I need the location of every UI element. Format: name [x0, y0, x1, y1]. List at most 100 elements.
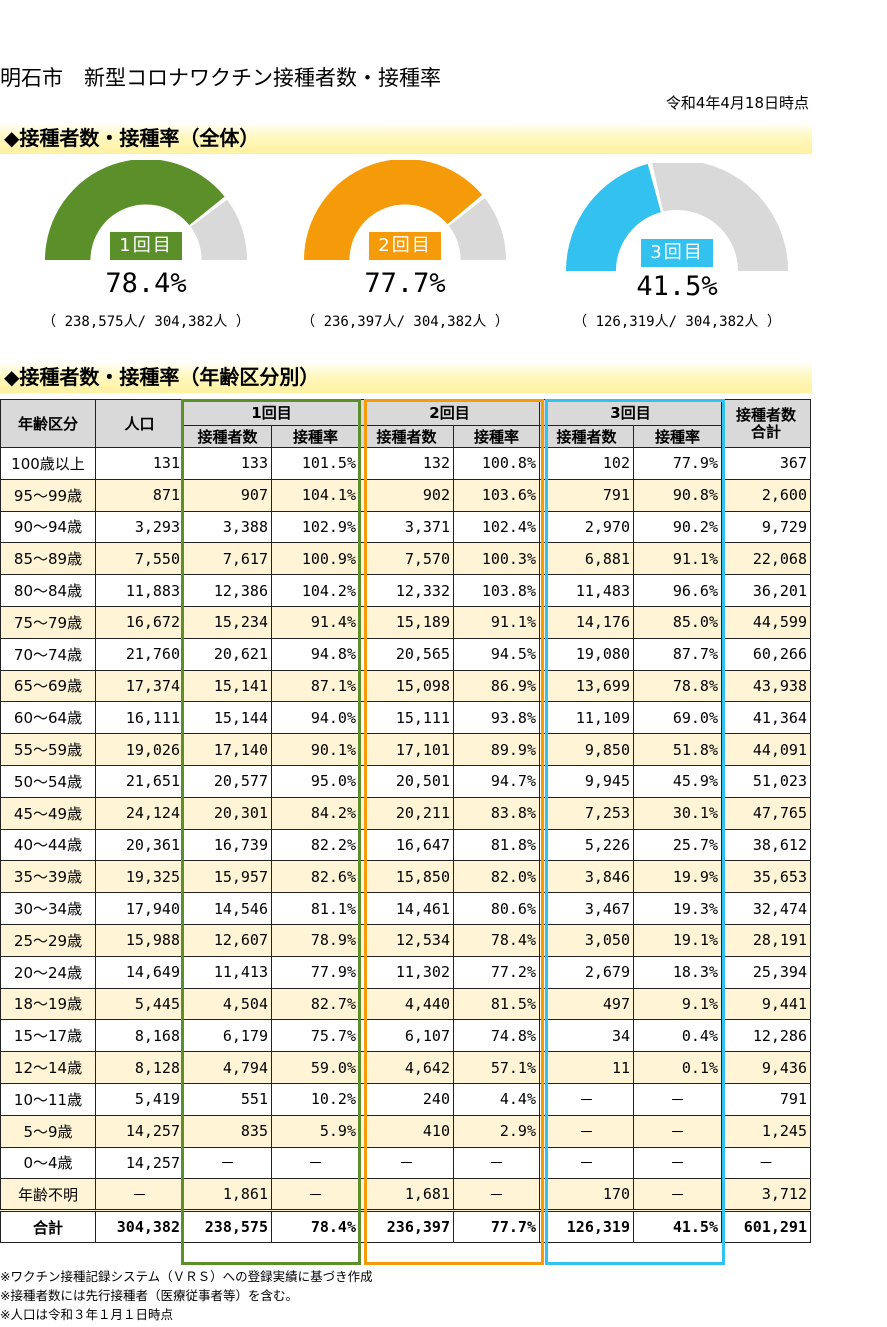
table-cell: 55～59歳	[0, 733, 96, 766]
table-cell: 170	[539, 1178, 634, 1212]
table-cell: 20,361	[95, 828, 184, 862]
gauge-dose1-count: （ 238,575人/ 304,382人 ）	[42, 314, 250, 330]
table-cell: 304,382	[95, 1209, 184, 1243]
table-cell: 94.5%	[453, 637, 540, 671]
as-of-date: 令和4年4月18日時点	[665, 94, 809, 112]
header-dose3-rate: 接種率	[633, 425, 722, 448]
table-cell: 12,386	[183, 574, 272, 607]
table-cell: 17,101	[359, 733, 454, 766]
table-cell: 78.8%	[633, 669, 722, 703]
table-cell: 合計	[0, 1209, 96, 1243]
table-cell: 12,332	[359, 574, 454, 607]
table-cell: －	[633, 1082, 722, 1116]
table-cell: 3,467	[539, 892, 634, 925]
table-cell: 14,461	[359, 892, 454, 925]
table-cell: 7,253	[539, 796, 634, 830]
gauge-remaining-segment	[448, 198, 506, 260]
table-cell: －	[633, 1146, 722, 1180]
table-cell: 6,107	[359, 1019, 454, 1053]
header-dose2: 2回目	[359, 399, 540, 426]
table-cell: 16,647	[359, 828, 454, 862]
table-row: 100歳以上 131 133 101.5% 132 100.8% 102 77.9% 367	[0, 447, 811, 480]
table-cell: 907	[183, 478, 272, 512]
table-cell: 15,957	[183, 860, 272, 894]
table-cell: 17,374	[95, 669, 184, 703]
table-cell: 19,026	[95, 733, 184, 766]
table-row: 50～54歳 21,651 20,577 95.0% 20,501 94.7% 9,945 4…	[0, 764, 811, 798]
table-cell: 85～89歳	[0, 542, 96, 576]
header-population: 人口	[95, 399, 184, 448]
table-cell: 601,291	[721, 1209, 811, 1243]
table-cell: 6,881	[539, 542, 634, 576]
table-cell: 43,938	[721, 669, 811, 703]
table-cell: 1,681	[359, 1178, 454, 1212]
table-cell: 497	[539, 987, 634, 1021]
table-cell: 14,257	[95, 1114, 184, 1148]
table-cell: 20,565	[359, 637, 454, 671]
table-cell: 7,570	[359, 542, 454, 576]
table-cell: 35,653	[721, 860, 811, 894]
table-row: 90～94歳 3,293 3,388 102.9% 3,371 102.4% 2,970 90…	[0, 510, 811, 544]
table-cell: 5,445	[95, 987, 184, 1021]
table-cell: 20,501	[359, 764, 454, 798]
table-cell: 30.1%	[633, 796, 722, 830]
page-title: 明石市 新型コロナワクチン接種者数・接種率	[0, 66, 441, 90]
table-cell: 14,257	[95, 1146, 184, 1180]
table-cell: 34	[539, 1019, 634, 1053]
table-cell: 19,325	[95, 860, 184, 894]
table-cell: 83.8%	[453, 796, 540, 830]
table-cell: 11,883	[95, 574, 184, 607]
table-row: 80～84歳 11,883 12,386 104.2% 12,332 103.8% 11,4…	[0, 574, 811, 607]
table-cell: 126,319	[539, 1209, 634, 1243]
table-cell: 94.0%	[271, 701, 360, 735]
table-cell: 96.6%	[633, 574, 722, 607]
table-row: 30～34歳 17,940 14,546 81.1% 14,461 80.6% 3,467 1…	[0, 892, 811, 925]
table-row: 10～11歳 5,419 551 10.2% 240 4.4% －－ 791	[0, 1082, 811, 1116]
gauge-dose3: 3回目 41.5% （ 126,319人/ 304,382人 ）	[566, 163, 788, 333]
table-cell: 100.3%	[453, 542, 540, 576]
table-cell: 65～69歳	[0, 669, 96, 703]
table-cell: 82.0%	[453, 860, 540, 894]
table-cell: －	[95, 1178, 184, 1212]
table-cell: 38,612	[721, 828, 811, 862]
table-cell: 44,091	[721, 733, 811, 766]
table-cell: 40～44歳	[0, 828, 96, 862]
table-cell: 14,546	[183, 892, 272, 925]
table-cell: 95～99歳	[0, 478, 96, 512]
table-cell: 60～64歳	[0, 701, 96, 735]
table-row: 40～44歳 20,361 16,739 82.2% 16,647 81.8% 5,226 2…	[0, 828, 811, 862]
table-cell: 19.1%	[633, 923, 722, 957]
gauge-dose3-count: （ 126,319人/ 304,382人 ）	[573, 314, 781, 330]
table-cell: 16,111	[95, 701, 184, 735]
table-cell: 6,179	[183, 1019, 272, 1053]
footnote: ※人口は令和３年１月１日時点	[0, 1307, 173, 1322]
table-cell: 15,111	[359, 701, 454, 735]
table-cell: 9,850	[539, 733, 634, 766]
table-cell: 104.2%	[271, 574, 360, 607]
table-row: 20～24歳 14,649 11,413 77.9% 11,302 77.2% 2,679 1…	[0, 955, 811, 989]
table-cell: 78.4%	[271, 1209, 360, 1243]
gauge-remaining-segment	[652, 163, 788, 271]
table-cell: 4,440	[359, 987, 454, 1021]
table-cell: 91.1%	[453, 605, 540, 639]
table-cell: 90.1%	[271, 733, 360, 766]
table-cell: 20～24歳	[0, 955, 96, 989]
table-cell: 3,050	[539, 923, 634, 957]
table-cell: －	[359, 1146, 454, 1180]
table-cell: 9,441	[721, 987, 811, 1021]
table-cell: 236,397	[359, 1209, 454, 1243]
table-cell: 2,600	[721, 478, 811, 512]
table-cell: 81.5%	[453, 987, 540, 1021]
gauge-dose1-rate: 78.4%	[105, 268, 187, 299]
table-cell: 77.9%	[271, 955, 360, 989]
table-cell: 77.7%	[453, 1209, 540, 1243]
table-row: 65～69歳 17,374 15,141 87.1% 15,098 86.9% 13,699…	[0, 669, 811, 703]
table-cell: 410	[359, 1114, 454, 1148]
gauge-dose1-arc	[45, 160, 247, 260]
table-cell: 32,474	[721, 892, 811, 925]
table-cell: 11	[539, 1051, 634, 1084]
table-cell: 12,534	[359, 923, 454, 957]
table-cell: 30～34歳	[0, 892, 96, 925]
table-cell: －	[539, 1082, 634, 1116]
gauge-dose2-rate: 77.7%	[364, 268, 446, 299]
